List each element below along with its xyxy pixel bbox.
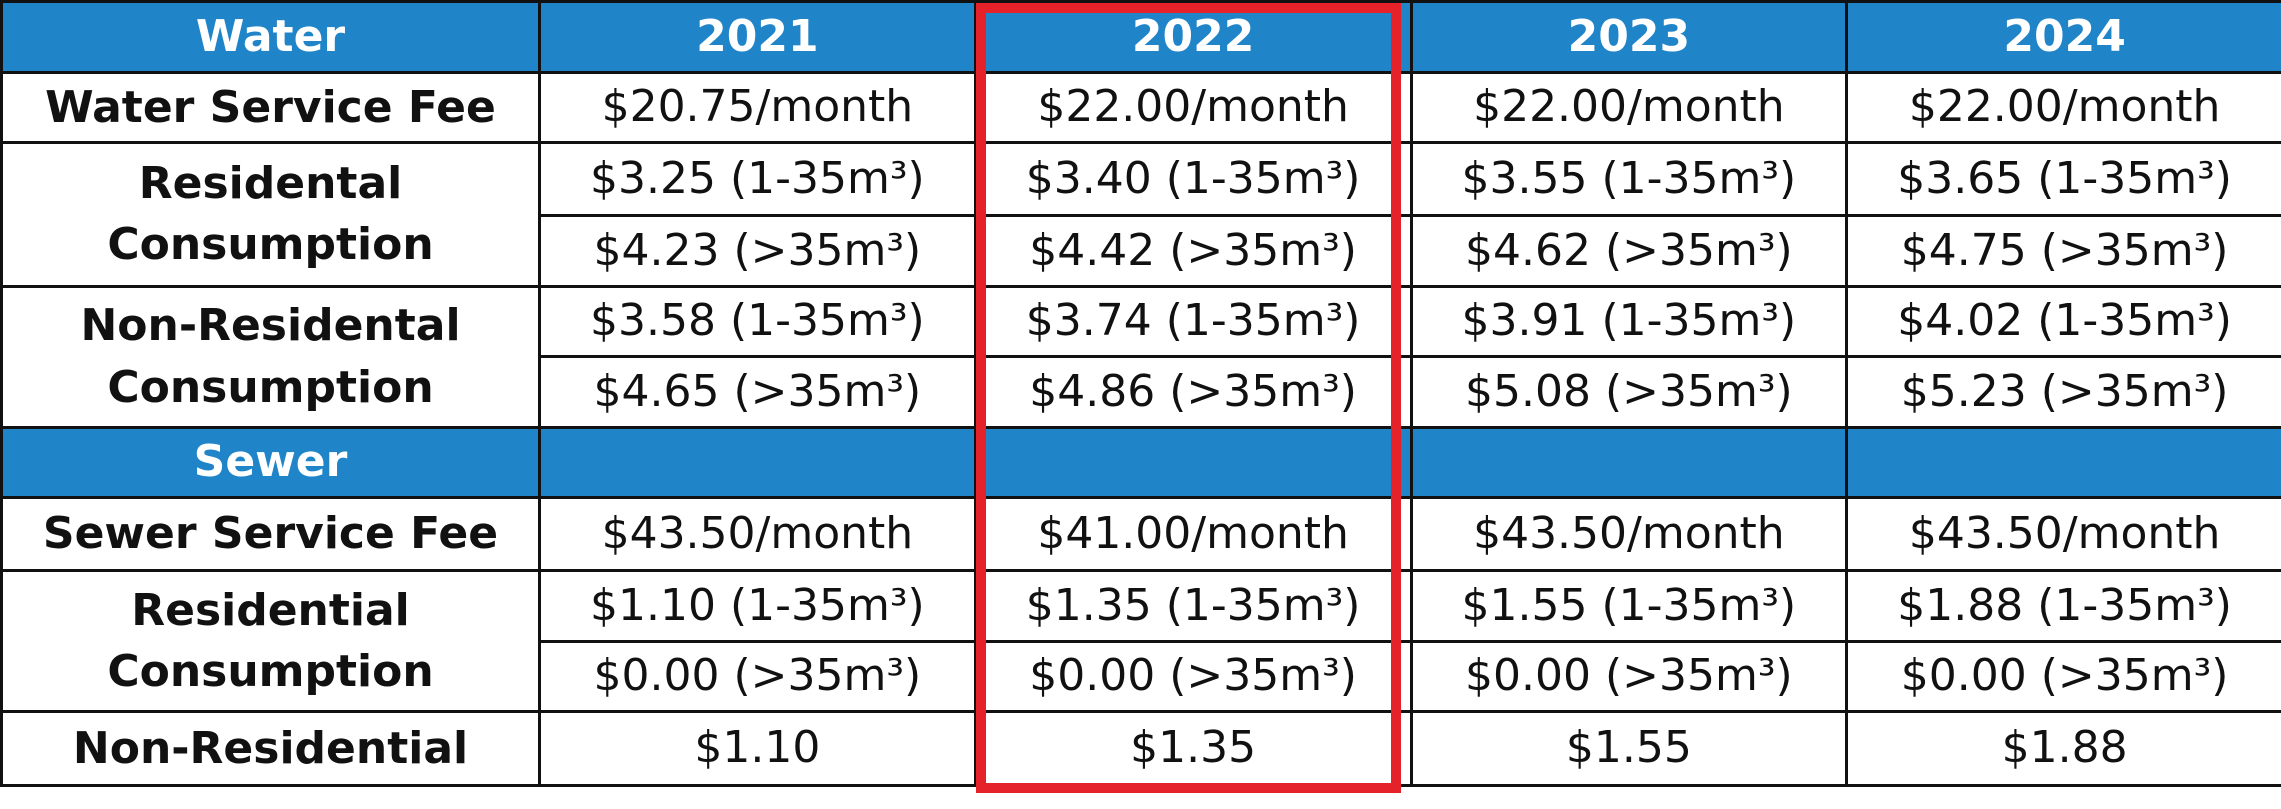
water-header-row: Water 2021 2022 2023 2024 [0,0,2281,74]
table-cell: $4.65 (>35m³) [538,355,977,429]
table-cell: $1.10 (1-35m³) [538,569,977,643]
table-cell: $22.00/month [1845,70,2281,145]
table-cell: $3.25 (1-35m³) [538,141,977,217]
water-category-label: Water [0,0,541,74]
table-cell: $0.00 (>35m³) [1409,639,1849,714]
year-header-2022: 2022 [973,0,1413,74]
table-row: Non-Residental Consumption $3.58 (1-35m³)… [0,284,2281,429]
table-cell: $43.50/month [1845,496,2281,573]
table-cell: $0.00 (>35m³) [973,639,1413,714]
row-label-non-residential: Non-Residential [0,710,541,787]
table-cell: $3.40 (1-35m³) [973,141,1413,217]
table-cell: $4.86 (>35m³) [973,355,1413,429]
table-cell: $1.35 (1-35m³) [973,569,1413,643]
year-header-2024: 2024 [1845,0,2281,74]
table-cell: $1.55 [1409,710,1849,787]
table-cell: $22.00/month [973,70,1413,145]
table-cell: $1.88 [1845,710,2281,787]
table-cell: $1.35 [973,710,1413,787]
table-cell: $4.62 (>35m³) [1409,213,1849,288]
row-label-water-service-fee: Water Service Fee [0,70,541,145]
band-cell [1845,425,2281,500]
table-row: $4.65 (>35m³) $4.86 (>35m³) $5.08 (>35m³… [2,355,2281,429]
table-cell: $5.08 (>35m³) [1409,355,1849,429]
sewer-header-row: Sewer [0,425,2281,500]
table-cell: $4.42 (>35m³) [973,213,1413,288]
table-row: $0.00 (>35m³) $0.00 (>35m³) $0.00 (>35m³… [2,639,2281,714]
year-header-2021: 2021 [538,0,977,74]
table-cell: $3.58 (1-35m³) [538,284,977,359]
table-cell: $1.55 (1-35m³) [1409,569,1849,643]
table-row: Sewer Service Fee $43.50/month $41.00/mo… [0,496,2281,573]
table-row: Residential Consumption $1.10 (1-35m³) $1… [0,569,2281,714]
table-cell: $43.50/month [1409,496,1849,573]
table-cell: $3.74 (1-35m³) [973,284,1413,359]
table-row: $4.23 (>35m³) $4.42 (>35m³) $4.62 (>35m³… [2,213,2281,288]
table-cell: $4.75 (>35m³) [1845,213,2281,288]
row-label-residential-consumption: Residential Consumption [0,569,541,714]
rates-table: Water 2021 2022 2023 2024 Water Service … [0,0,2281,787]
row-label-non-residental-consumption: Non-Residental Consumption [0,284,541,429]
table-cell: $0.00 (>35m³) [1845,639,2281,714]
table-cell: $22.00/month [1409,70,1849,145]
table-cell: $5.23 (>35m³) [1845,355,2281,429]
table-cell: $20.75/month [538,70,977,145]
band-cell [973,425,1413,500]
table-cell: $3.55 (1-35m³) [1409,141,1849,217]
table-row: Residental Consumption $3.25 (1-35m³) $3.… [0,141,2281,288]
table-cell: $43.50/month [538,496,977,573]
table-row: Non-Residential $1.10 $1.35 $1.55 $1.88 [0,710,2281,787]
year-header-2023: 2023 [1409,0,1849,74]
table-cell: $4.02 (1-35m³) [1845,284,2281,359]
table-row: Water Service Fee $20.75/month $22.00/mo… [0,70,2281,145]
table-cell: $1.88 (1-35m³) [1845,569,2281,643]
row-label-sewer-service-fee: Sewer Service Fee [0,496,541,573]
table-cell: $4.23 (>35m³) [538,213,977,288]
table-cell: $0.00 (>35m³) [538,639,977,714]
sewer-category-label: Sewer [0,425,541,500]
table-cell: $41.00/month [973,496,1413,573]
band-cell [1409,425,1849,500]
table-cell: $1.10 [538,710,977,787]
table-cell: $3.91 (1-35m³) [1409,284,1849,359]
band-cell [538,425,977,500]
row-label-residental-consumption: Residental Consumption [0,141,541,288]
table-cell: $3.65 (1-35m³) [1845,141,2281,217]
